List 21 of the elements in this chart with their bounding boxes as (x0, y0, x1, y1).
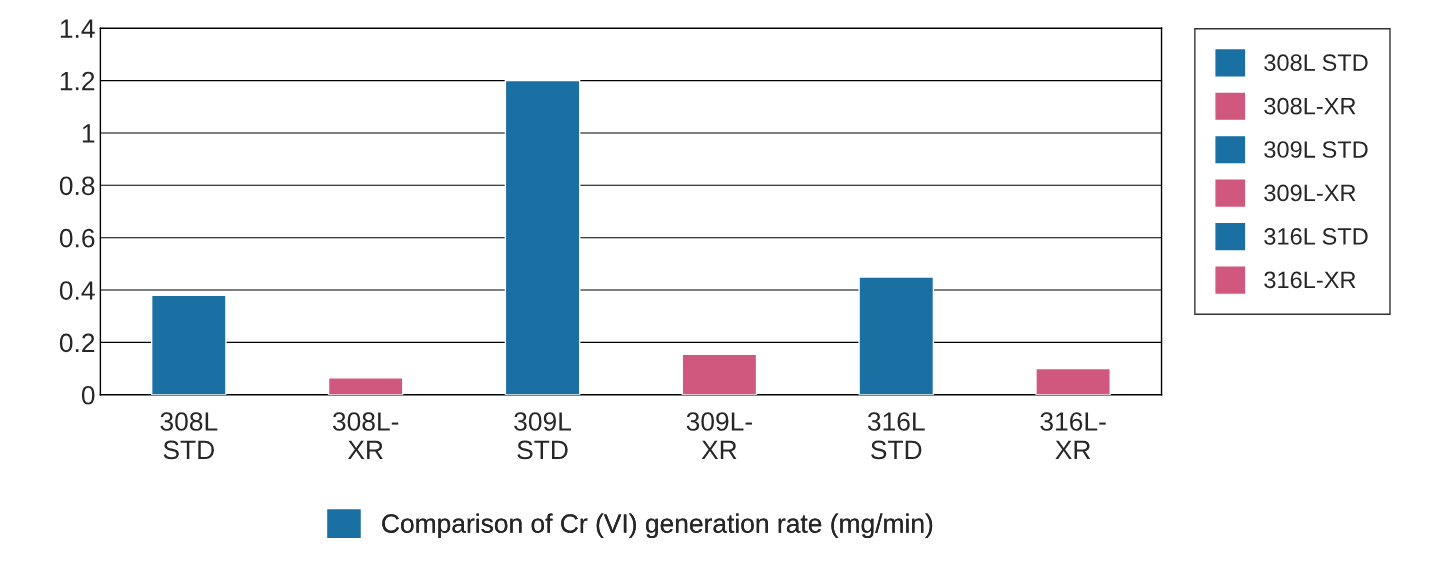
legend-label: Comparison of Cr (VI) generation rate (mg/min) (382, 513, 933, 539)
y-tick-label: 0.8 (59, 176, 95, 196)
y-tick-label: 0.6 (59, 228, 95, 248)
x-tick-label: 308L STD (160, 412, 218, 460)
y-tick-label: 0 (81, 385, 95, 405)
y-tick-label: 0.2 (59, 333, 95, 353)
category-label: 316L STD (1264, 228, 1368, 245)
y-tick-label: 1.4 (60, 19, 95, 38)
x-tick-label: 316L-XR (1040, 412, 1106, 460)
x-tick-label: 309L STD (514, 412, 572, 460)
y-tick-label: 1.2 (60, 71, 95, 91)
category-label: 308L-XR (1264, 97, 1356, 115)
category-label: 309L STD (1264, 141, 1368, 158)
x-tick-label: 309L-XR (686, 412, 752, 460)
category-label: 316L-XR (1264, 271, 1356, 289)
y-tick-label: 0.4 (59, 281, 95, 300)
x-tick-label: 308L-XR (332, 412, 399, 460)
x-tick-label: 316L STD (867, 412, 925, 460)
category-label: 308L STD (1264, 54, 1368, 71)
y-tick-label: 1 (82, 124, 95, 143)
category-label: 309L-XR (1264, 184, 1356, 202)
